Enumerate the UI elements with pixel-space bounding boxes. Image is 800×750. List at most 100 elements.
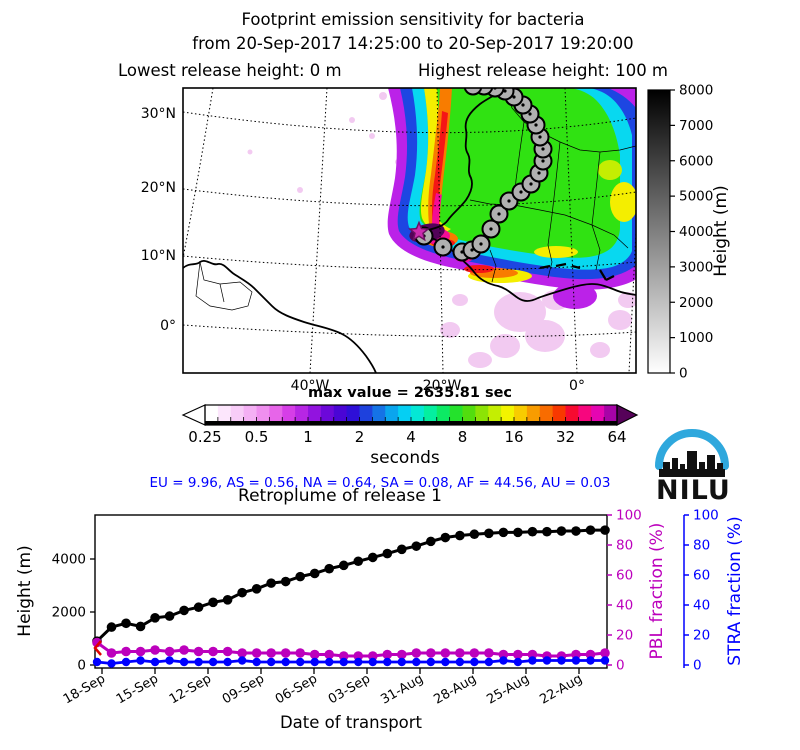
figure-subtitle: from 20-Sep-2017 14:25:00 to 20-Sep-2017…	[192, 34, 634, 53]
nilu-logo-skyline	[659, 451, 725, 477]
series-marker-0	[513, 527, 523, 538]
colorbar-cell	[295, 405, 309, 421]
colorbar-cell	[308, 405, 322, 421]
colorbar-cell	[423, 405, 438, 421]
colorbar-tick-label: 0.25	[188, 428, 221, 446]
colorbar-cell	[372, 405, 386, 421]
series-marker-0	[324, 563, 335, 574]
colorbar-cell	[552, 405, 566, 421]
series-marker-2	[310, 657, 319, 667]
series-marker-2	[92, 657, 102, 667]
series-marker-0	[150, 613, 160, 623]
lat-tick-label: 10°N	[141, 248, 176, 264]
x-axis-tick-label: 28-Aug	[431, 671, 479, 707]
colorbar-cell	[346, 405, 360, 421]
series-marker-0	[600, 525, 610, 535]
graticule	[183, 88, 636, 373]
series-marker-2	[179, 657, 189, 667]
series-marker-0	[295, 571, 306, 582]
height-colorbar-tick-label: 2000	[679, 295, 713, 311]
colorbar-cell	[398, 405, 412, 421]
colorbar-tick-label: 2	[355, 428, 365, 446]
series-marker-2	[121, 657, 131, 667]
height-colorbar-tick-label: 0	[679, 366, 688, 382]
trajectory-marker-dot	[534, 123, 538, 127]
colorbar-cell	[243, 405, 257, 421]
map-axis-labels: 30°N 20°N 10°N 0° 40°W 20°W 0°	[141, 106, 585, 394]
release-start-mark	[93, 640, 102, 656]
series-marker-1	[121, 646, 131, 657]
colorbar-tick-label: 32	[556, 428, 575, 446]
x-axis-tick-label: 25-Aug	[484, 671, 532, 707]
height-colorbar: 0 1000 2000 3000 4000 5000 6000 7000 8000 Height…	[647, 83, 731, 382]
series-marker-0	[309, 568, 320, 579]
colorbar-cell	[411, 405, 425, 421]
colorbar-cell	[488, 405, 502, 421]
release-point-star	[408, 220, 430, 242]
series-marker-2	[223, 657, 232, 667]
series-marker-2	[412, 657, 421, 667]
series-marker-2	[266, 657, 276, 667]
x-axis-tick-label: 12-Sep	[167, 671, 214, 707]
colorbar-cell	[565, 405, 579, 421]
height-colorbar-tick-label: 5000	[679, 189, 713, 205]
lat-tick-label: 20°N	[141, 180, 176, 196]
trajectory-marker-dot	[541, 147, 545, 151]
series-marker-0	[338, 560, 349, 571]
series-marker-1	[222, 646, 233, 657]
series-marker-0	[571, 526, 581, 536]
series-marker-2	[136, 656, 145, 665]
pbl-axis-tick-label: 20	[616, 628, 633, 644]
height-colorbar-label: Height (m)	[711, 185, 731, 276]
colorbar-cell	[256, 405, 270, 421]
nilu-logo-arc	[655, 429, 729, 470]
series-marker-0	[426, 536, 436, 547]
series-marker-2	[426, 657, 436, 667]
stra-axis-tick-label: 60	[693, 568, 710, 584]
series-marker-0	[382, 548, 393, 559]
series-marker-0	[498, 527, 509, 538]
trajectory-marker-dot	[537, 171, 541, 175]
series-marker-2	[281, 657, 290, 667]
retroplume-title: Retroplume of release 1	[238, 486, 442, 506]
x-axis-label: Date of transport	[280, 713, 423, 732]
series-marker-1	[527, 649, 538, 660]
series-marker-0	[193, 602, 204, 613]
series-marker-1	[513, 649, 523, 660]
trajectory-marker-dot	[482, 84, 485, 87]
left-axis-tick-label: 0	[77, 658, 86, 674]
colorbar-cell	[333, 405, 348, 421]
series-marker-1	[484, 648, 494, 658]
height-colorbar-tick-label: 7000	[679, 118, 713, 134]
series-marker-2	[586, 656, 595, 665]
colorbar-cell	[462, 405, 476, 421]
height-colorbar-tick-label: 3000	[679, 259, 713, 275]
colorbar-cell	[475, 405, 489, 421]
trajectory-marker-dot	[529, 182, 533, 186]
colorbar-cell	[591, 405, 605, 421]
series-marker-0	[353, 556, 364, 567]
trajectory-marker-dot	[512, 95, 516, 99]
colorbar-cell	[217, 405, 232, 421]
release-star	[408, 220, 430, 242]
series-marker-1	[208, 646, 218, 657]
colorbar-cell	[514, 405, 528, 421]
series-marker-0	[527, 526, 538, 537]
series-marker-0	[556, 526, 567, 536]
series-marker-2	[542, 656, 552, 665]
series-marker-1	[92, 637, 102, 648]
series-marker-1	[237, 648, 247, 658]
series-marker-2	[470, 657, 479, 667]
series-marker-2	[600, 656, 610, 665]
colorbar-cell	[436, 405, 451, 421]
series-marker-1	[353, 651, 364, 661]
release-height-low: Lowest release height: 0 m	[118, 61, 342, 80]
lat-tick-label: 30°N	[141, 106, 176, 122]
trajectory-marker-dot	[538, 135, 542, 139]
series-marker-2	[150, 657, 160, 667]
series-marker-0	[222, 595, 233, 605]
series-marker-1	[585, 649, 596, 660]
x-axis-tick-label: 15-Sep	[114, 671, 161, 707]
series-marker-2	[397, 657, 406, 667]
